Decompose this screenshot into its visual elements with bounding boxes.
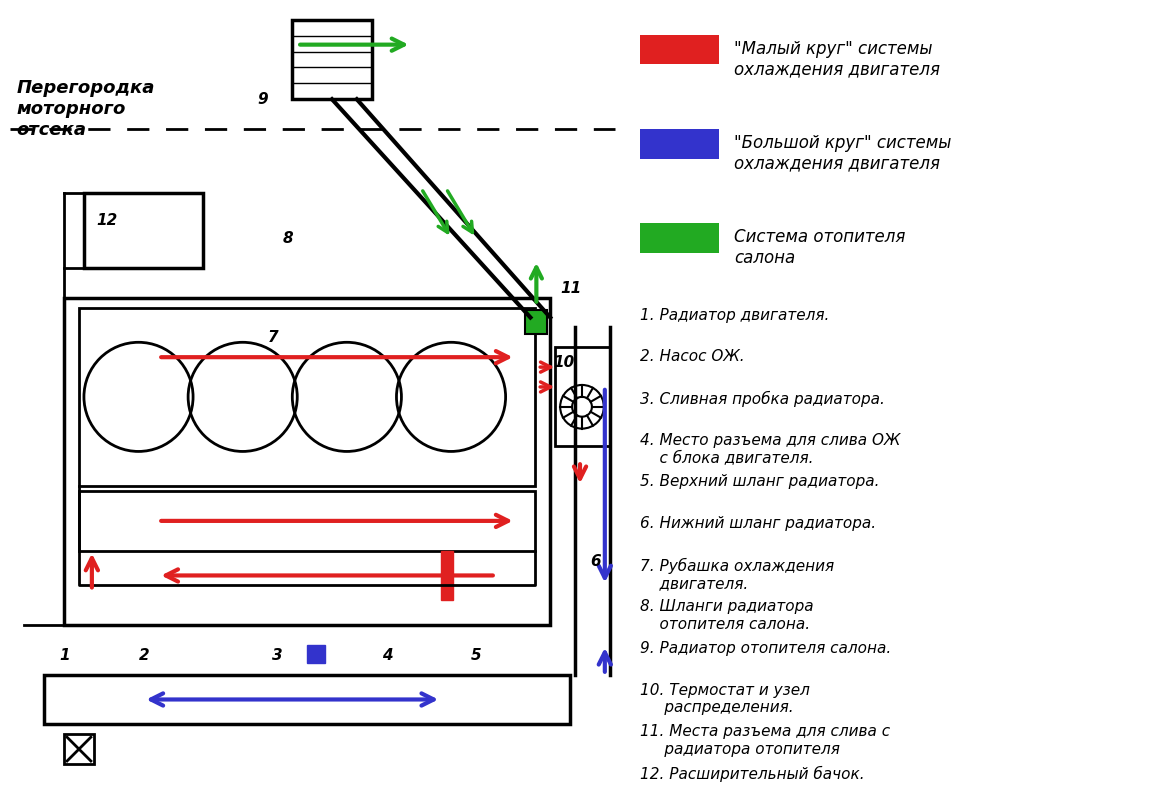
Bar	[44, 674, 570, 725]
Text: 11: 11	[560, 281, 582, 296]
Text: "Малый круг" системы
охлаждения двигателя: "Малый круг" системы охлаждения двигател…	[733, 40, 940, 78]
Bar	[64, 298, 550, 625]
Text: 11. Места разъема для слива с
     радиатора отопителя: 11. Места разъема для слива с радиатора …	[640, 725, 890, 757]
Bar	[293, 20, 372, 99]
Bar	[640, 35, 719, 64]
Text: "Большой круг" системы
охлаждения двигателя: "Большой круг" системы охлаждения двигат…	[733, 134, 951, 173]
Text: 3: 3	[273, 648, 283, 663]
Text: 2: 2	[139, 648, 149, 663]
Text: 5. Верхний шланг радиатора.: 5. Верхний шланг радиатора.	[640, 474, 879, 489]
Text: Перегородка
моторного
отсека: Перегородка моторного отсека	[16, 79, 155, 139]
Bar	[64, 734, 93, 764]
Text: 12: 12	[97, 214, 118, 228]
Bar	[640, 129, 719, 159]
Text: 9: 9	[258, 92, 268, 108]
Text: 6: 6	[590, 553, 600, 568]
Text: 8: 8	[282, 231, 293, 246]
Text: 2. Насос ОЖ.: 2. Насос ОЖ.	[640, 349, 744, 364]
Bar	[79, 491, 535, 550]
Text: 8. Шланги радиатора
    отопителя салона.: 8. Шланги радиатора отопителя салона.	[640, 599, 813, 632]
Text: 9. Радиатор отопителя салона.: 9. Радиатор отопителя салона.	[640, 641, 891, 656]
Bar	[84, 193, 203, 268]
Text: 1. Радиатор двигателя.: 1. Радиатор двигателя.	[640, 308, 829, 323]
Text: 7. Рубашка охлаждения
    двигателя.: 7. Рубашка охлаждения двигателя.	[640, 557, 834, 591]
Text: 7: 7	[267, 330, 279, 345]
Text: 10: 10	[553, 355, 575, 370]
Text: 5: 5	[471, 648, 482, 663]
Bar	[526, 309, 547, 334]
Text: 12. Расширительный бачок.: 12. Расширительный бачок.	[640, 766, 864, 782]
Text: 4: 4	[381, 648, 392, 663]
Bar	[441, 550, 454, 601]
Text: 1: 1	[59, 648, 70, 663]
Bar	[307, 645, 325, 663]
Text: Система отопителя
салона: Система отопителя салона	[733, 228, 905, 267]
Bar	[79, 308, 535, 486]
Text: 6. Нижний шланг радиатора.: 6. Нижний шланг радиатора.	[640, 516, 876, 531]
Text: 4. Место разъема для слива ОЖ
    с блока двигателя.: 4. Место разъема для слива ОЖ с блока дв…	[640, 433, 900, 465]
Text: 3. Сливная пробка радиатора.: 3. Сливная пробка радиатора.	[640, 391, 885, 407]
Text: 10. Термостат и узел
     распределения.: 10. Термостат и узел распределения.	[640, 683, 809, 715]
Bar	[640, 223, 719, 253]
Bar	[555, 347, 610, 447]
